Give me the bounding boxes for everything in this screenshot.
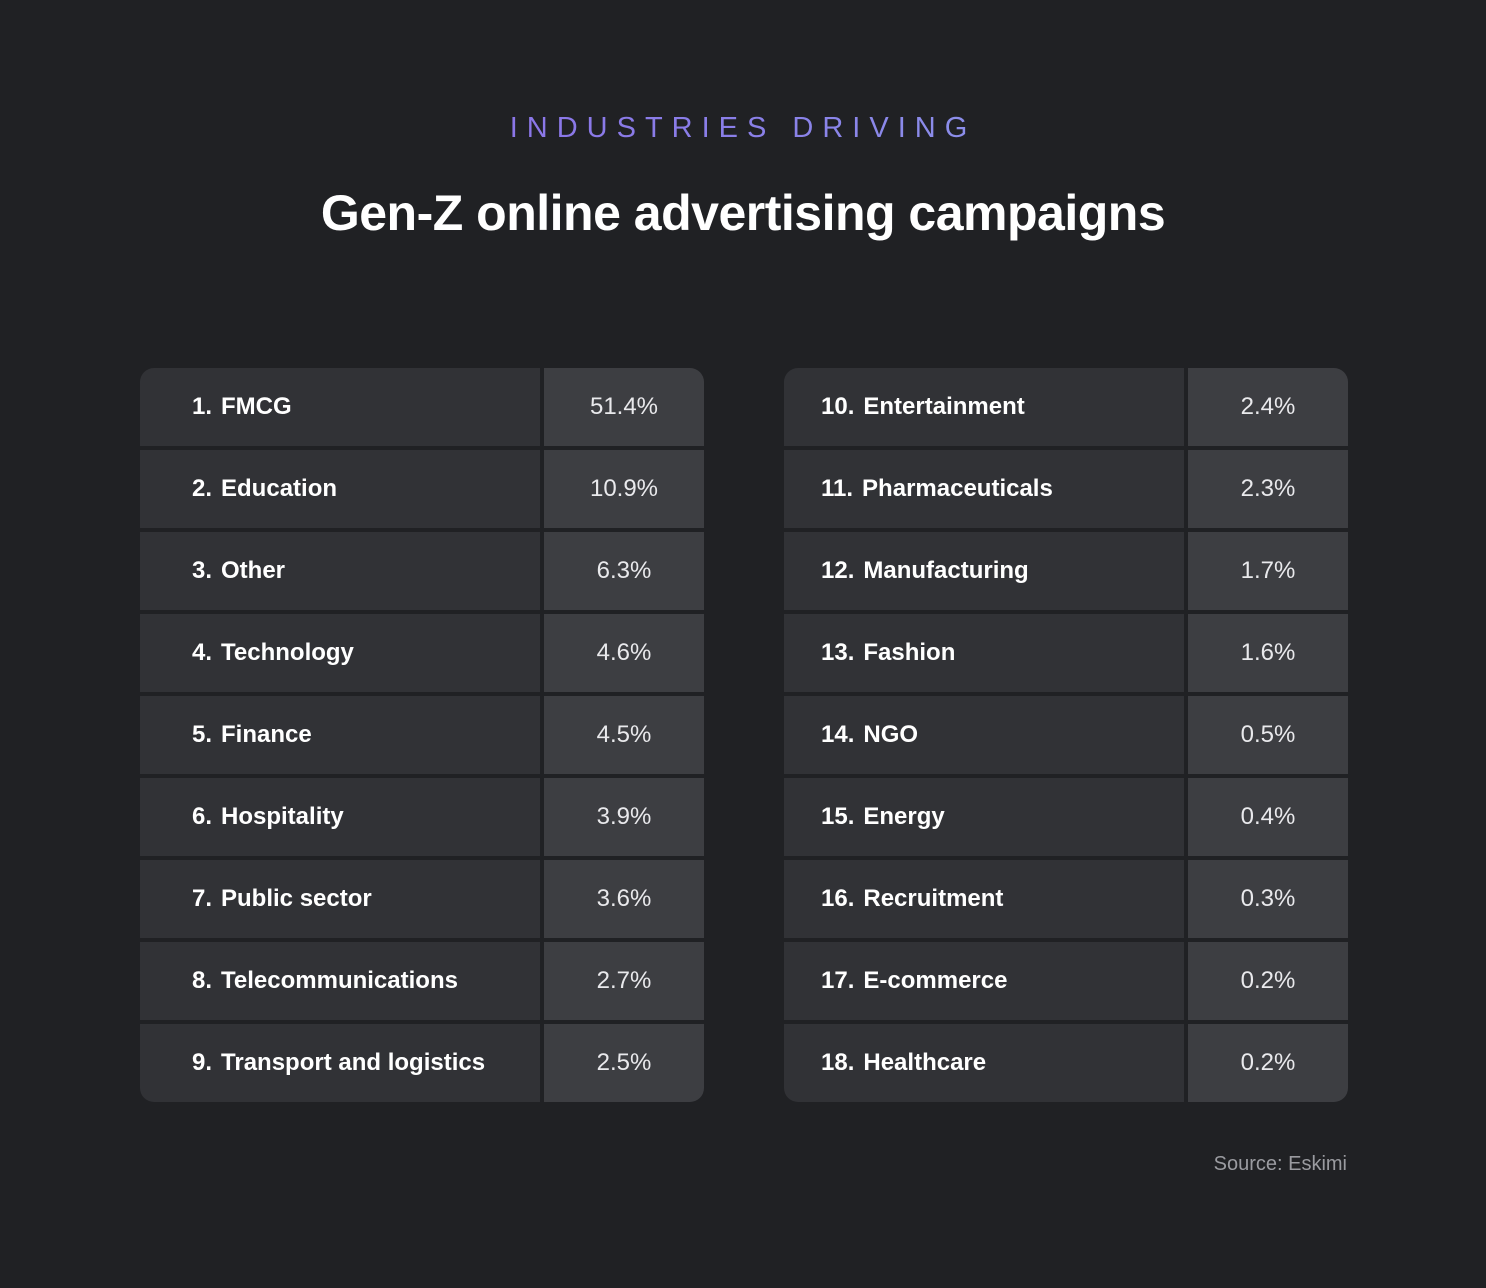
- industry-label: FMCG: [221, 393, 292, 420]
- rank-label: 9.: [192, 1049, 213, 1076]
- rank-label: 3.: [192, 557, 213, 584]
- table-row: 5. Finance 4.5%: [140, 696, 704, 774]
- industry-label: Technology: [221, 639, 354, 666]
- industry-label: Telecommunications: [221, 967, 458, 994]
- industry-label: Fashion: [863, 639, 956, 666]
- share-value-cell: 10.9%: [544, 450, 704, 528]
- table-row: 17. E-commerce 0.2%: [784, 942, 1348, 1020]
- share-value-cell: 1.6%: [1188, 614, 1348, 692]
- rank-label: 12.: [821, 557, 855, 584]
- industry-name-cell: 7. Public sector: [140, 860, 540, 938]
- industry-name-cell: 2. Education: [140, 450, 540, 528]
- industry-name-cell: 12. Manufacturing: [784, 532, 1184, 610]
- rank-label: 10.: [821, 393, 855, 420]
- industry-label: Hospitality: [221, 803, 344, 830]
- eyebrow-heading: INDUSTRIES DRIVING: [0, 112, 1486, 145]
- rank-label: 18.: [821, 1049, 855, 1076]
- industry-label: Manufacturing: [863, 557, 1029, 584]
- industry-label: NGO: [863, 721, 919, 748]
- industry-label: Finance: [221, 721, 312, 748]
- share-value-cell: 3.6%: [544, 860, 704, 938]
- industry-label: Energy: [863, 803, 945, 830]
- industry-name-cell: 13. Fashion: [784, 614, 1184, 692]
- table-row: 14. NGO 0.5%: [784, 696, 1348, 774]
- table-row: 12. Manufacturing 1.7%: [784, 532, 1348, 610]
- industry-table-right: 10. Entertainment 2.4% 11. Pharmaceuticals 2.…: [784, 368, 1348, 1102]
- table-row: 6. Hospitality 3.9%: [140, 778, 704, 856]
- rank-label: 11.: [821, 475, 854, 502]
- industry-label: Public sector: [221, 885, 372, 912]
- industry-name-cell: 8. Telecommunications: [140, 942, 540, 1020]
- rank-label: 7.: [192, 885, 213, 912]
- industry-name-cell: 1. FMCG: [140, 368, 540, 446]
- rank-label: 2.: [192, 475, 213, 502]
- industry-name-cell: 11. Pharmaceuticals: [784, 450, 1184, 528]
- table-row: 13. Fashion 1.6%: [784, 614, 1348, 692]
- industry-name-cell: 16. Recruitment: [784, 860, 1184, 938]
- industry-label: Pharmaceuticals: [862, 475, 1053, 502]
- table-row: 4. Technology 4.6%: [140, 614, 704, 692]
- source-note: Source: Eskimi: [1213, 1153, 1347, 1175]
- rank-label: 16.: [821, 885, 855, 912]
- industry-name-cell: 4. Technology: [140, 614, 540, 692]
- table-row: 11. Pharmaceuticals 2.3%: [784, 450, 1348, 528]
- rank-label: 15.: [821, 803, 855, 830]
- industry-label: Education: [221, 475, 338, 502]
- table-row: 10. Entertainment 2.4%: [784, 368, 1348, 446]
- share-value-cell: 0.3%: [1188, 860, 1348, 938]
- table-row: 8. Telecommunications 2.7%: [140, 942, 704, 1020]
- table-row: 7. Public sector 3.6%: [140, 860, 704, 938]
- industry-name-cell: 18. Healthcare: [784, 1024, 1184, 1102]
- table-row: 15. Energy 0.4%: [784, 778, 1348, 856]
- industry-name-cell: 14. NGO: [784, 696, 1184, 774]
- industry-label: Transport and logistics: [221, 1049, 486, 1076]
- rank-label: 5.: [192, 721, 213, 748]
- industry-label: Healthcare: [863, 1049, 987, 1076]
- industry-name-cell: 6. Hospitality: [140, 778, 540, 856]
- rank-label: 4.: [192, 639, 213, 666]
- share-value-cell: 6.3%: [544, 532, 704, 610]
- industry-name-cell: 9. Transport and logistics: [140, 1024, 540, 1102]
- industry-table-left: 1. FMCG 51.4% 2. Education 10.9% 3. Other 6.3% 4.…: [140, 368, 704, 1102]
- page-title: Gen-Z online advertising campaigns: [320, 185, 1166, 241]
- rank-label: 1.: [192, 393, 213, 420]
- share-value-cell: 2.4%: [1188, 368, 1348, 446]
- table-row: 9. Transport and logistics 2.5%: [140, 1024, 704, 1102]
- industry-label: E-commerce: [863, 967, 1008, 994]
- share-value-cell: 0.2%: [1188, 1024, 1348, 1102]
- industry-name-cell: 3. Other: [140, 532, 540, 610]
- rank-label: 13.: [821, 639, 855, 666]
- industry-name-cell: 5. Finance: [140, 696, 540, 774]
- share-value-cell: 1.7%: [1188, 532, 1348, 610]
- share-value-cell: 3.9%: [544, 778, 704, 856]
- share-value-cell: 0.2%: [1188, 942, 1348, 1020]
- share-value-cell: 4.5%: [544, 696, 704, 774]
- table-row: 2. Education 10.9%: [140, 450, 704, 528]
- table-row: 1. FMCG 51.4%: [140, 368, 704, 446]
- table-row: 16. Recruitment 0.3%: [784, 860, 1348, 938]
- share-value-cell: 4.6%: [544, 614, 704, 692]
- table-row: 3. Other 6.3%: [140, 532, 704, 610]
- industry-label: Entertainment: [863, 393, 1025, 420]
- industry-label: Recruitment: [863, 885, 1004, 912]
- share-value-cell: 2.5%: [544, 1024, 704, 1102]
- industry-name-cell: 17. E-commerce: [784, 942, 1184, 1020]
- rank-label: 17.: [821, 967, 855, 994]
- industry-name-cell: 15. Energy: [784, 778, 1184, 856]
- share-value-cell: 0.4%: [1188, 778, 1348, 856]
- share-value-cell: 51.4%: [544, 368, 704, 446]
- industry-label: Other: [221, 557, 286, 584]
- table-row: 18. Healthcare 0.2%: [784, 1024, 1348, 1102]
- rank-label: 14.: [821, 721, 855, 748]
- industry-name-cell: 10. Entertainment: [784, 368, 1184, 446]
- rank-label: 6.: [192, 803, 213, 830]
- share-value-cell: 0.5%: [1188, 696, 1348, 774]
- share-value-cell: 2.3%: [1188, 450, 1348, 528]
- rank-label: 8.: [192, 967, 213, 994]
- share-value-cell: 2.7%: [544, 942, 704, 1020]
